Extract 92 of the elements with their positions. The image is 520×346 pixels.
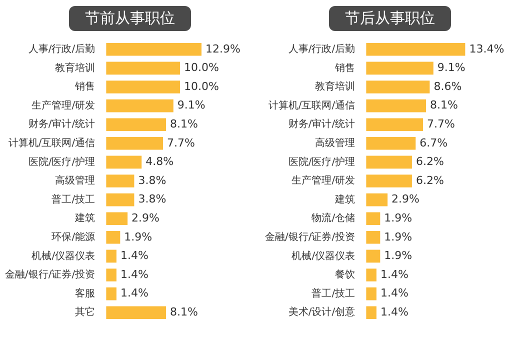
bar: [366, 118, 424, 131]
y-tick-label: 教育培训: [55, 62, 96, 74]
y-tick-label: 销售: [74, 80, 96, 93]
bar: [106, 156, 142, 169]
y-tick-label: 建筑: [334, 193, 356, 206]
y-tick-label: 财务/审计/统计: [28, 118, 96, 130]
y-tick-label: 普工/技工: [312, 287, 356, 300]
y-tick-label: 金融/银行/证券/投资: [265, 230, 356, 243]
data-label: 1.4%: [380, 268, 408, 281]
chart-title: 节后从事职位: [329, 6, 451, 31]
data-label: 2.9%: [392, 192, 420, 206]
data-label: 1.9%: [124, 230, 152, 244]
bar: [106, 212, 128, 225]
y-tick-label: 高级管理: [315, 136, 356, 149]
data-label: 8.6%: [434, 80, 462, 93]
bar: [366, 212, 380, 225]
bar: [366, 306, 376, 319]
y-tick-label: 物流/仓储: [312, 212, 356, 224]
data-label: 8.1%: [170, 305, 198, 318]
bar: [366, 43, 466, 56]
bar: [366, 268, 376, 282]
bar: [366, 193, 388, 206]
y-tick-label: 生产管理/研发: [292, 174, 356, 187]
y-tick-label: 机械/仪器仪表: [32, 250, 96, 262]
y-tick-label: 人事/行政/后勤: [28, 42, 96, 55]
bar: [106, 62, 180, 75]
bar: [106, 99, 174, 112]
data-label: 6.2%: [416, 174, 444, 187]
bar: [106, 268, 116, 282]
data-label: 1.9%: [384, 249, 412, 262]
data-label: 10.0%: [184, 61, 220, 74]
y-tick-label: 人事/行政/后勤: [288, 42, 356, 55]
data-label: 1.9%: [384, 230, 412, 244]
data-label: 1.4%: [120, 268, 148, 281]
data-label: 2.9%: [132, 211, 160, 224]
data-label: 6.7%: [420, 136, 448, 150]
bar: [106, 137, 164, 150]
bar: [366, 80, 430, 94]
y-tick-label: 机械/仪器仪表: [292, 250, 356, 262]
data-label: 6.2%: [416, 155, 444, 168]
data-label: 4.8%: [146, 155, 174, 168]
bar: [106, 43, 202, 56]
data-label: 8.1%: [430, 98, 458, 112]
data-label: 9.1%: [177, 98, 206, 112]
data-label: 9.1%: [437, 61, 466, 74]
chart-title: 节前从事职位: [69, 6, 191, 31]
y-tick-label: 计算机/互联网/通信: [268, 99, 356, 112]
bar: [106, 287, 116, 300]
bar: [106, 174, 134, 188]
data-label: 1.4%: [120, 286, 148, 300]
data-label: 8.1%: [170, 117, 198, 130]
y-tick-label: 客服: [75, 287, 96, 300]
bar: [366, 137, 416, 150]
data-label: 1.9%: [384, 211, 412, 224]
bar: [366, 287, 376, 300]
y-tick-label: 医院/医疗/护理: [288, 156, 356, 168]
data-label: 3.8%: [138, 174, 166, 187]
data-label: 1.4%: [380, 286, 408, 300]
data-label: 3.8%: [138, 192, 166, 206]
bar: [366, 99, 426, 112]
bar: [366, 174, 412, 188]
bar: [366, 231, 380, 244]
y-tick-label: 环保/能源: [52, 230, 96, 243]
y-tick-label: 其它: [75, 306, 96, 318]
bar: [106, 193, 134, 206]
data-label: 7.7%: [427, 117, 455, 130]
bar: [366, 156, 412, 169]
y-tick-label: 生产管理/研发: [32, 99, 96, 112]
bar: [106, 80, 180, 94]
data-label: 12.9%: [206, 42, 240, 56]
data-label: 7.7%: [167, 136, 195, 150]
y-tick-label: 金融/银行/证券/投资: [5, 268, 96, 281]
y-tick-label: 销售: [334, 62, 356, 74]
data-label: 10.0%: [184, 80, 220, 93]
y-tick-label: 普工/技工: [52, 193, 96, 206]
bar: [366, 62, 434, 75]
y-tick-label: 医院/医疗/护理: [28, 156, 96, 168]
bar: [366, 250, 380, 263]
bar: [106, 306, 166, 319]
y-tick-label: 教育培训: [315, 80, 356, 93]
data-label: 1.4%: [380, 305, 408, 318]
data-label: 1.4%: [120, 249, 148, 262]
y-tick-label: 美术/设计/创意: [288, 306, 356, 318]
y-tick-label: 餐饮: [335, 268, 356, 281]
y-tick-label: 财务/审计/统计: [288, 118, 356, 130]
y-tick-label: 高级管理: [55, 174, 96, 187]
data-label: 13.4%: [469, 42, 504, 56]
y-tick-label: 建筑: [74, 212, 96, 224]
y-tick-label: 计算机/互联网/通信: [8, 136, 96, 149]
bar: [106, 231, 120, 244]
bar: [106, 250, 116, 263]
bar: [106, 118, 166, 131]
